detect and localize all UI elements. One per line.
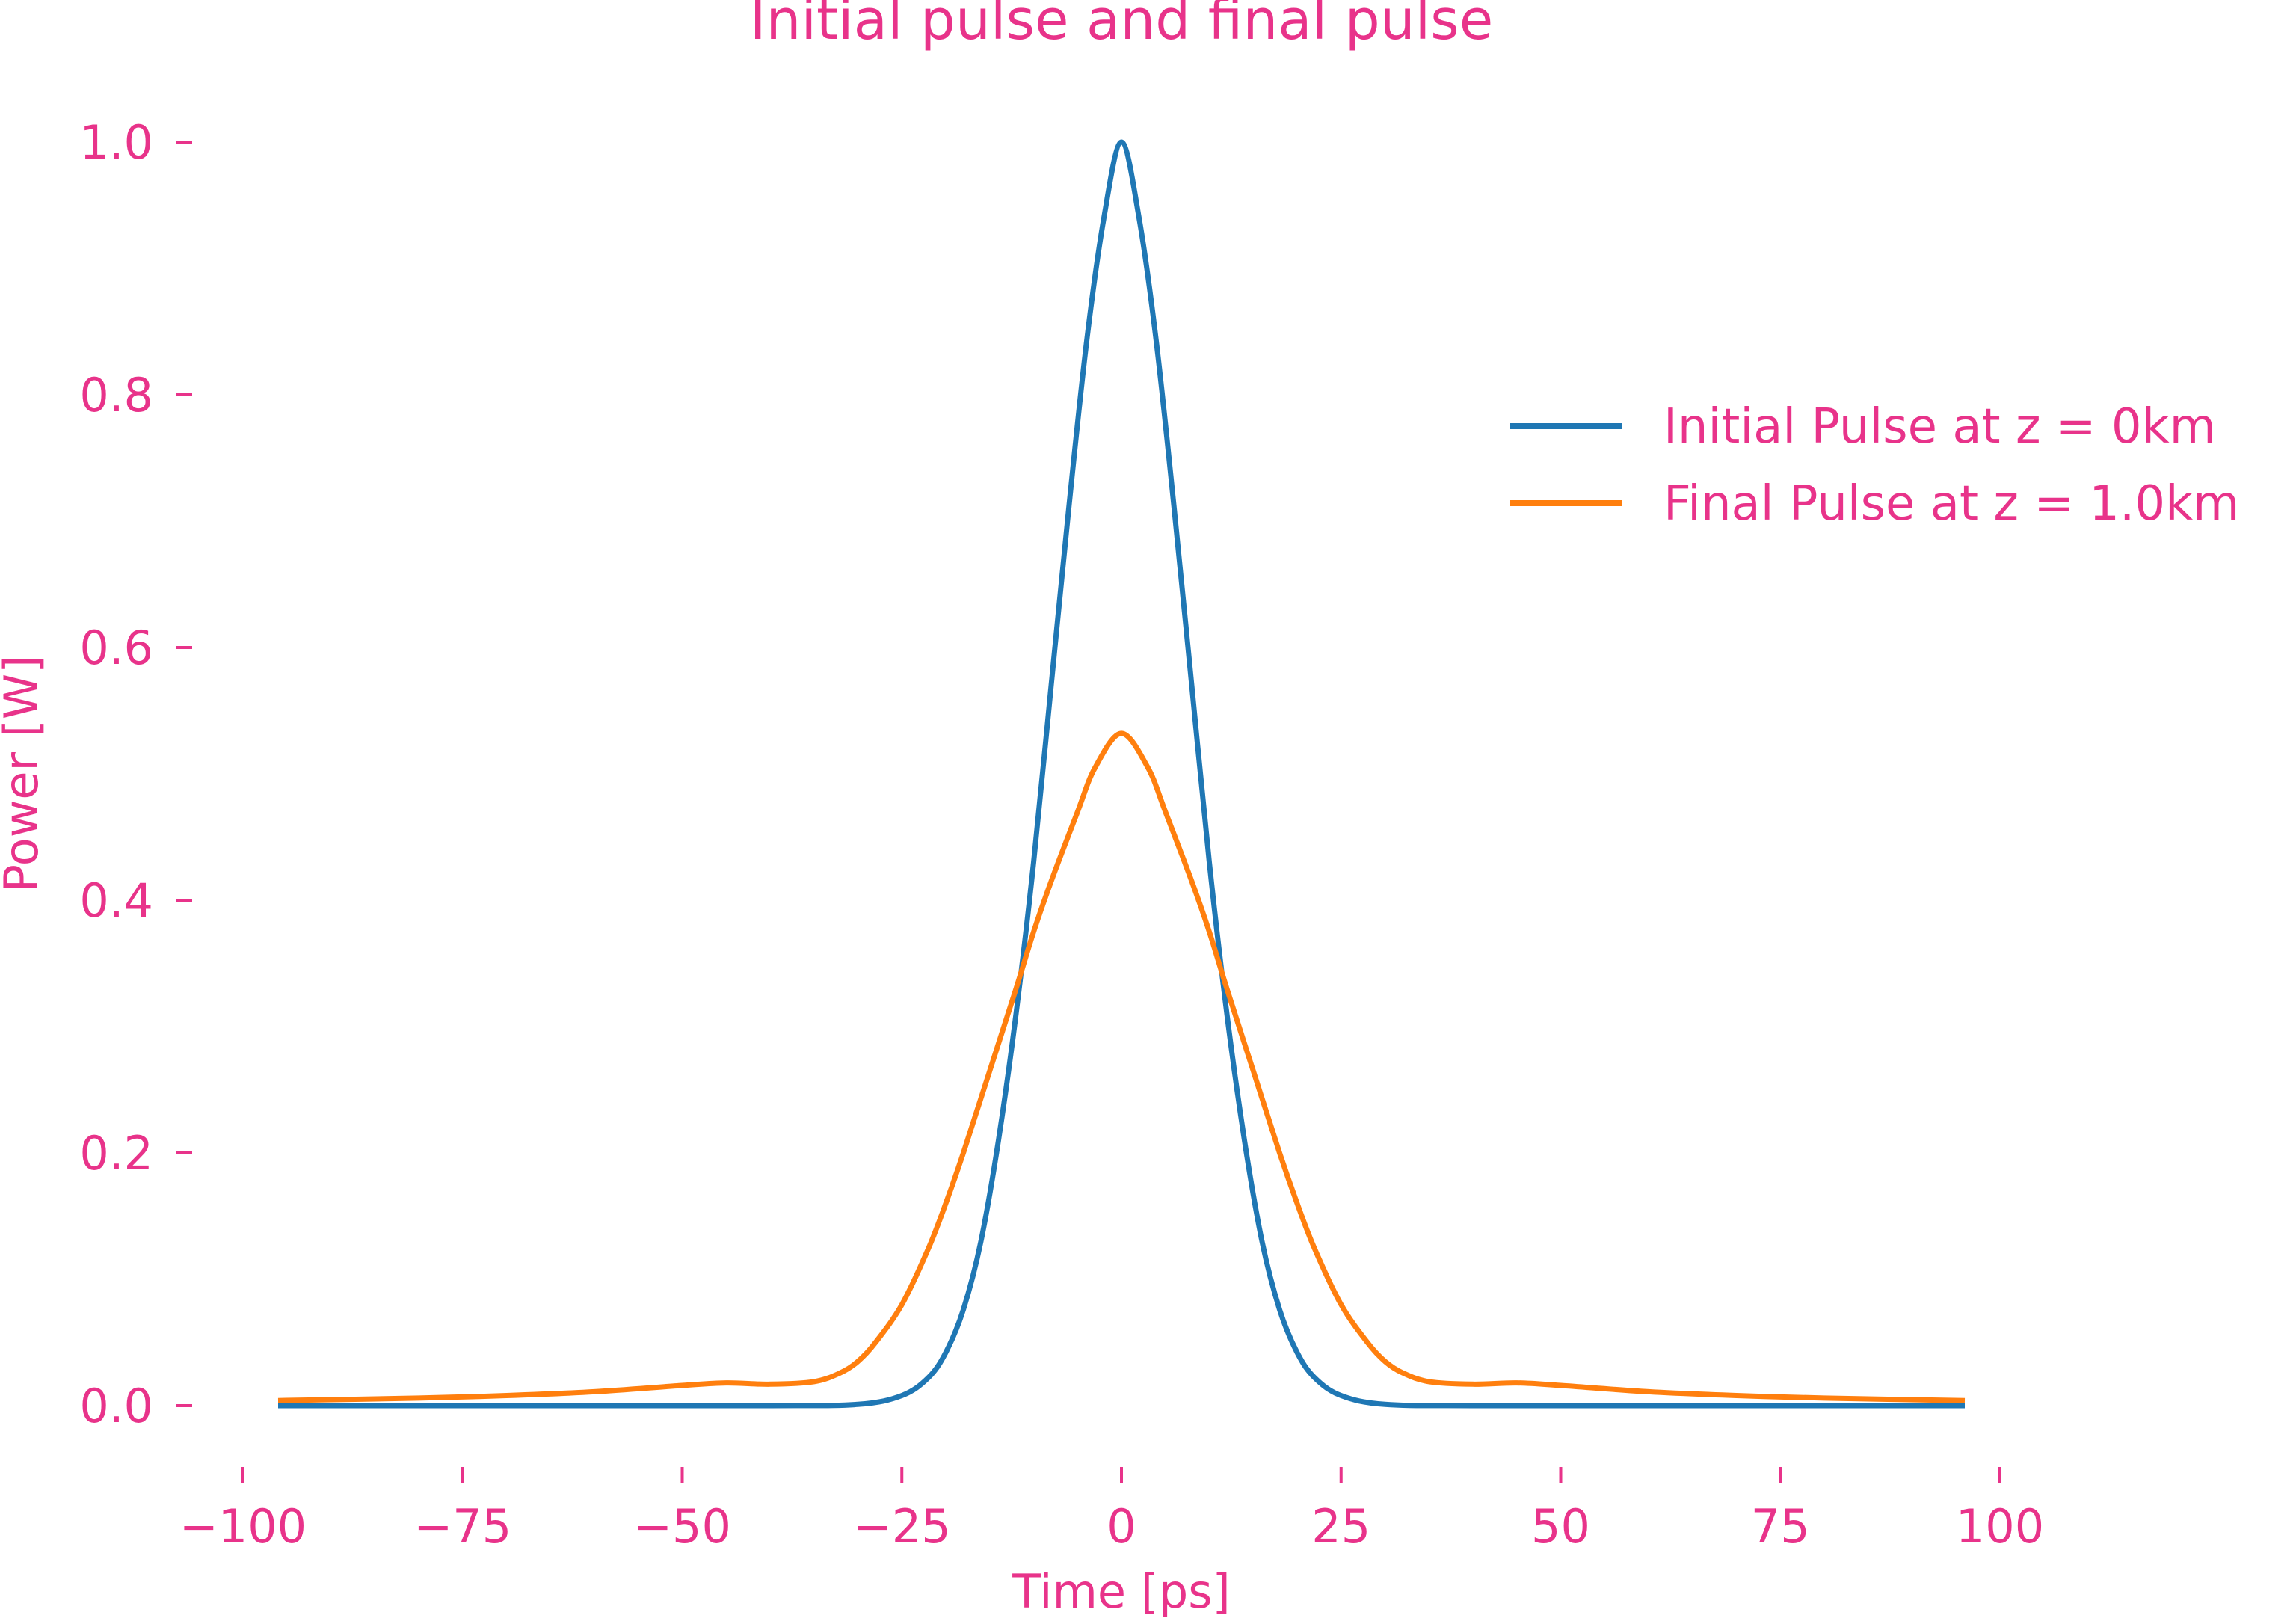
x-axis-label: Time [ps] <box>1012 1564 1230 1618</box>
x-tick-label: 100 <box>1956 1499 2044 1554</box>
plot-series <box>277 139 1966 1409</box>
x-tick-label: −75 <box>413 1499 511 1554</box>
y-tick-label: 0.8 <box>79 368 153 422</box>
x-tick-label: 75 <box>1751 1499 1810 1554</box>
final-pulse-line <box>277 730 1966 1403</box>
x-tick-label: 50 <box>1531 1499 1590 1554</box>
y-axis-label: Power [W] <box>0 656 49 893</box>
x-tick-label: 0 <box>1107 1499 1136 1554</box>
y-tick-label: 0.0 <box>79 1379 153 1433</box>
y-tick-label: 0.4 <box>79 873 153 928</box>
chart-title: Initial pulse and final pulse <box>750 0 1494 52</box>
x-tick-label: −100 <box>179 1499 307 1554</box>
legend-item-initial-label: Initial Pulse at z = 0km <box>1663 399 2216 455</box>
x-tick-label: −25 <box>853 1499 951 1554</box>
initial-pulse-line <box>278 139 1965 1409</box>
y-axis-ticks: 0.0 0.2 0.4 0.6 0.8 1.0 <box>79 115 192 1433</box>
legend-item-final-label: Final Pulse at z = 1.0km <box>1663 476 2239 532</box>
x-tick-label: −50 <box>633 1499 731 1554</box>
x-tick-label: 25 <box>1311 1499 1370 1554</box>
legend: Initial Pulse at z = 0km Final Pulse at z… <box>1510 399 2239 532</box>
y-tick-label: 0.6 <box>79 621 153 675</box>
y-tick-label: 0.2 <box>79 1126 153 1181</box>
x-axis-ticks: −100 −75 −50 −25 0 25 50 75 100 <box>179 1467 2044 1554</box>
y-tick-label: 1.0 <box>79 115 153 170</box>
